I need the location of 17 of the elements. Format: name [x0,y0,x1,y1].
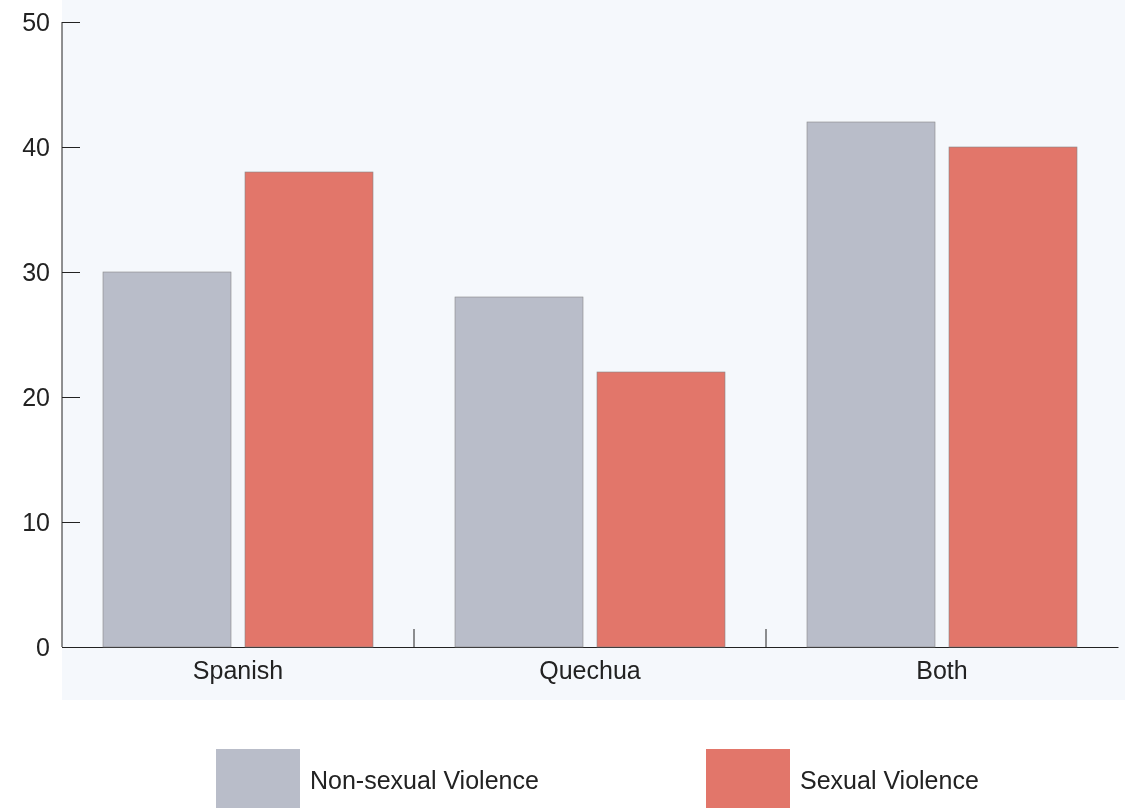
bar [596,371,726,648]
bar [948,146,1078,648]
y-tick-label: 40 [22,132,50,161]
legend-label: Non-sexual Violence [310,766,539,794]
bar [102,271,232,648]
x-tick-label: Both [916,655,968,684]
y-tick-label: 20 [22,382,50,411]
y-tick-label: 50 [22,7,50,36]
legend-label: Sexual Violence [800,766,979,794]
y-tick-label: 30 [22,257,50,286]
x-tick-label: Quechua [539,655,641,684]
x-tick-label: Spanish [192,655,284,684]
y-tick-label: 0 [36,632,50,661]
bar [244,171,374,648]
bar [806,121,936,648]
bar [454,296,584,648]
y-tick-label: 10 [22,507,50,536]
